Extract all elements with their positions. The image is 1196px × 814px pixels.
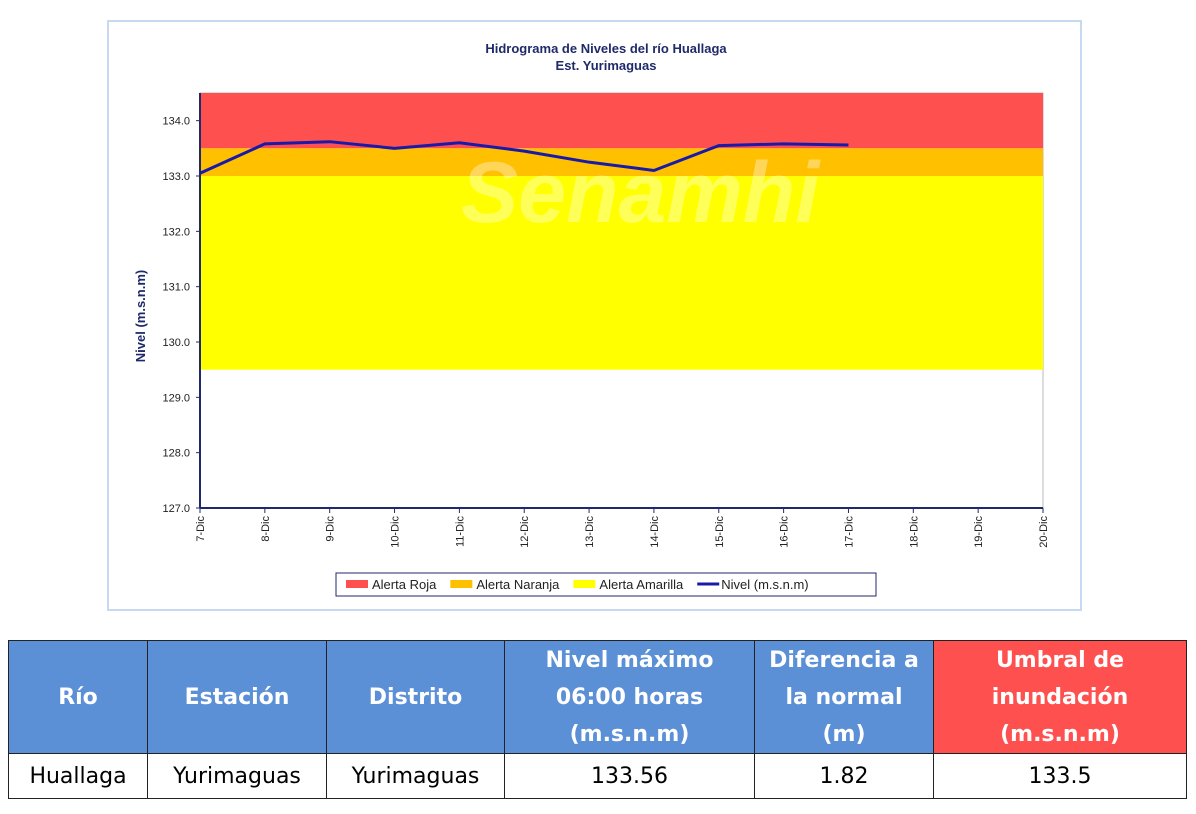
y-tick-label: 130.0 (162, 337, 190, 349)
legend: Alerta Roja Alerta Naranja Alerta Amarilla… (335, 572, 877, 597)
line-series (199, 140, 849, 175)
legend-label: Nivel (m.s.n.m) (721, 577, 808, 592)
x-tick-label: 18-Dic (908, 516, 920, 548)
chart-frame (107, 20, 1082, 611)
alert-band (200, 148, 1043, 176)
summary-table: Río Estación Distrito Nivel máximo 06:00… (8, 640, 1187, 799)
y-axis-label: Nivel (m.s.n.m) (133, 270, 148, 362)
header-cell: Estación (147, 640, 327, 754)
y-tick-label: 134.0 (162, 116, 190, 128)
cell: 133.5 (933, 753, 1187, 799)
y-tick-label: 133.0 (162, 171, 190, 183)
y-tick-label: 132.0 (162, 226, 190, 238)
legend-label: Alerta Amarilla (599, 577, 684, 592)
legend-swatch (346, 580, 368, 588)
y-tick-label: 129.0 (162, 392, 190, 404)
header-cell: Diferencia a la normal (m) (754, 640, 934, 754)
cell: 1.82 (754, 753, 934, 799)
cell: Yurimaguas (147, 753, 327, 799)
x-tick-label: 20-Dic (1038, 516, 1050, 548)
cell: Yurimaguas (326, 753, 505, 799)
header-cell: Umbral de inundación (m.s.n.m) (933, 640, 1187, 754)
header-cell: Nivel máximo 06:00 horas (m.s.n.m) (504, 640, 755, 754)
x-tick-label: 7-Dic (195, 516, 207, 542)
header-cell: Distrito (326, 640, 505, 754)
header-row: Río Estación Distrito Nivel máximo 06:00… (8, 640, 1187, 754)
legend-swatch (450, 580, 473, 588)
x-tick-label: 19-Dic (973, 516, 985, 548)
y-tick-label: 131.0 (162, 282, 190, 294)
alert-band (200, 93, 1043, 149)
x-tick-label: 14-Dic (649, 516, 661, 548)
legend-label: Alerta Roja (372, 577, 437, 592)
x-tick-label: 17-Dic (843, 516, 855, 548)
chart-title: Hidrograma de Niveles del río Huallaga (485, 41, 727, 56)
x-tick-label: 10-Dic (390, 516, 402, 548)
x-tick-label: 16-Dic (779, 516, 791, 548)
chart-subtitle: Est. Yurimaguas (556, 58, 657, 73)
cell: 133.56 (504, 753, 755, 799)
header-cell: Río (8, 640, 148, 754)
legend-swatch (573, 580, 596, 588)
alert-band (200, 176, 1043, 370)
x-tick-label: 9-Dic (325, 516, 337, 542)
x-tick-label: 12-Dic (519, 516, 531, 548)
chart: Hidrograma de Niveles del río Huallaga E… (133, 41, 1050, 597)
data-row: Huallaga Yurimaguas Yurimaguas 133.56 1.… (8, 753, 1187, 799)
x-tick-label: 8-Dic (260, 516, 272, 542)
y-tick-label: 127.0 (162, 503, 190, 515)
watermark: Senamhi (461, 145, 822, 241)
legend-label: Alerta Naranja (476, 577, 560, 592)
x-tick-label: 13-Dic (584, 516, 596, 548)
x-tick-label: 11-Dic (454, 516, 466, 547)
x-tick-label: 15-Dic (714, 516, 726, 548)
legend-box (335, 572, 877, 597)
cell: Huallaga (8, 753, 148, 799)
y-tick-label: 128.0 (162, 448, 190, 460)
